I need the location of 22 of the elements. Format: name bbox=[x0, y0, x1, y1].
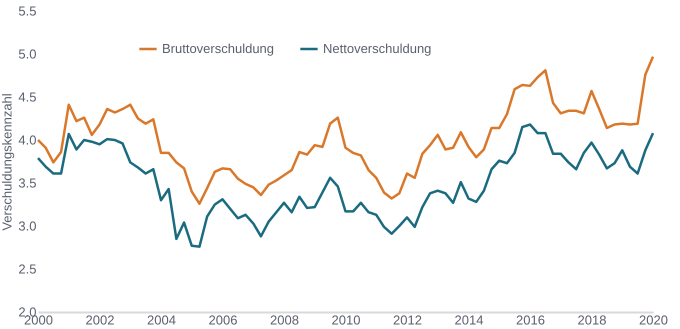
x-tick-label: 2006 bbox=[208, 312, 238, 328]
y-tick-label: 2.5 bbox=[18, 262, 36, 276]
legend-label: Nettoverschuldung bbox=[323, 41, 432, 56]
x-tick-label: 2018 bbox=[578, 312, 606, 328]
y-tick-label: 5.5 bbox=[18, 4, 36, 18]
legend-label: Bruttoverschuldung bbox=[162, 41, 274, 56]
y-tick-label: 4.0 bbox=[18, 132, 36, 148]
y-tick-label: 3.0 bbox=[18, 218, 36, 234]
x-tick-label: 2016 bbox=[516, 312, 545, 328]
x-tick-label: 2002 bbox=[86, 312, 114, 328]
x-tick-label: 2012 bbox=[393, 312, 422, 328]
y-tick-label: 3.5 bbox=[18, 176, 36, 190]
y-axis-title: Verschuldungskennzahl bbox=[0, 93, 14, 231]
y-tick-label: 5.0 bbox=[18, 46, 36, 62]
x-tick-label: 2008 bbox=[270, 312, 299, 328]
x-tick-label: 2004 bbox=[147, 312, 176, 328]
y-tick-label: 4.5 bbox=[18, 90, 36, 104]
line-series bbox=[36, 123, 654, 248]
x-tick-label: 2020 bbox=[639, 312, 668, 328]
line-series bbox=[36, 55, 654, 205]
x-tick-label: 2014 bbox=[454, 312, 484, 328]
x-tick-label: 2010 bbox=[332, 312, 360, 328]
